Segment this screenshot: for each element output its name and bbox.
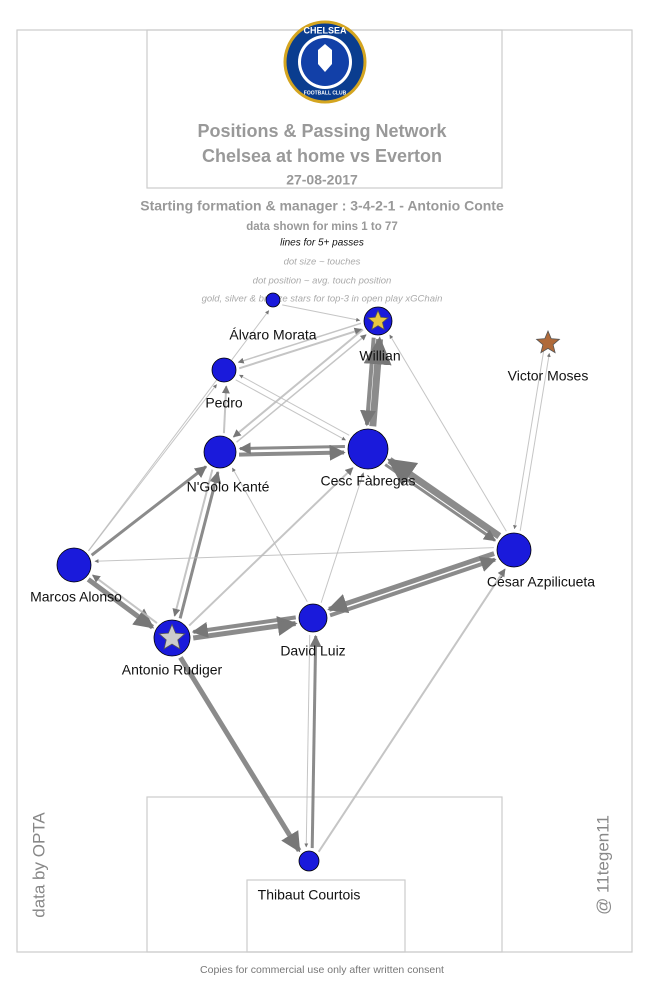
- pass-line: [178, 656, 302, 853]
- pass-line: [86, 577, 155, 630]
- pass-line: [384, 463, 497, 542]
- star: [535, 329, 561, 354]
- minutes: data shown for mins 1 to 77: [246, 221, 397, 233]
- pass-line: [235, 379, 346, 441]
- nodes: Álvaro Morata Willian Victor Moses Pedro N'G…: [30, 292, 595, 903]
- pass-line: [239, 374, 350, 436]
- pass-line: [320, 472, 365, 603]
- player-dot: [56, 547, 92, 583]
- player-label: Marcos Alonso: [30, 589, 122, 605]
- pass-line: [282, 304, 361, 322]
- pass-line: [387, 457, 502, 540]
- title: Chelsea at home vs Everton: [202, 146, 442, 166]
- pass-line: [172, 469, 214, 617]
- pass-line: [360, 337, 376, 427]
- player-dot: [203, 435, 237, 469]
- pass-line: [232, 328, 364, 438]
- date: 27-08-2017: [286, 172, 358, 188]
- pass-line: [231, 467, 308, 602]
- logo-text: CHELSEA: [303, 25, 347, 35]
- player-label: Thibaut Courtois: [258, 887, 361, 903]
- pass-line: [192, 616, 298, 641]
- pass-line: [221, 385, 230, 434]
- pass-line: [389, 334, 507, 532]
- pass-line: [317, 568, 506, 853]
- pass-line: [94, 547, 494, 564]
- title: Positions & Passing Network: [197, 121, 447, 141]
- pass-line: [238, 327, 363, 370]
- player-label: Cesc Fàbregas: [321, 473, 416, 489]
- player-label: Antonio Rudiger: [122, 662, 223, 678]
- player-dot: [347, 428, 389, 470]
- pass-line: [239, 444, 346, 461]
- player-dot: [211, 357, 237, 383]
- player-dot: [298, 603, 328, 633]
- edges: [86, 304, 551, 853]
- pass-line: [519, 352, 551, 531]
- star: [158, 623, 186, 650]
- pass-line: [513, 351, 545, 530]
- logo: CHELSEA FOOTBALL CLUB: [283, 20, 367, 104]
- pass-line: [88, 310, 270, 552]
- credit: @ 11tegen11: [593, 815, 612, 915]
- pass-line: [178, 470, 222, 619]
- legend-text: dot position ~ avg. touch position: [253, 276, 392, 287]
- player-dot: [298, 850, 320, 872]
- pass-line: [236, 334, 367, 443]
- credit: data by OPTA: [29, 812, 48, 918]
- star: [367, 309, 389, 331]
- player-label: César Azpilicueta: [487, 574, 595, 590]
- formation: Starting formation & manager : 3-4-2-1 -…: [140, 198, 504, 214]
- player-label: Álvaro Morata: [229, 327, 316, 343]
- legend-text: dot size ~ touches: [284, 257, 361, 268]
- footer: Copies for commercial use only after wri…: [200, 964, 444, 976]
- player-dot: [265, 292, 281, 308]
- player-label: Victor Moses: [508, 368, 589, 384]
- player-label: N'Golo Kanté: [187, 479, 270, 495]
- pass-line: [304, 634, 311, 848]
- player-dot: [496, 532, 532, 568]
- logo-text: FOOTBALL CLUB: [304, 90, 347, 96]
- legend-text: lines for 5+ passes: [280, 238, 364, 249]
- player-label: David Luiz: [280, 643, 345, 659]
- player-label: Willian: [359, 348, 400, 364]
- pass-line: [91, 574, 158, 624]
- pass-line: [237, 322, 362, 364]
- legend-text: gold, silver & bronze stars for top-3 in…: [202, 294, 443, 305]
- pass-line: [329, 556, 497, 618]
- player-label: Pedro: [205, 395, 243, 411]
- pass-line: [238, 442, 345, 455]
- pass-line: [188, 467, 354, 627]
- pass-line: [90, 465, 207, 557]
- pitch: [16, 29, 633, 953]
- pass-line: [191, 615, 297, 638]
- pass-line: [327, 551, 495, 614]
- pass-line: [309, 634, 322, 849]
- pass-line: [88, 384, 218, 552]
